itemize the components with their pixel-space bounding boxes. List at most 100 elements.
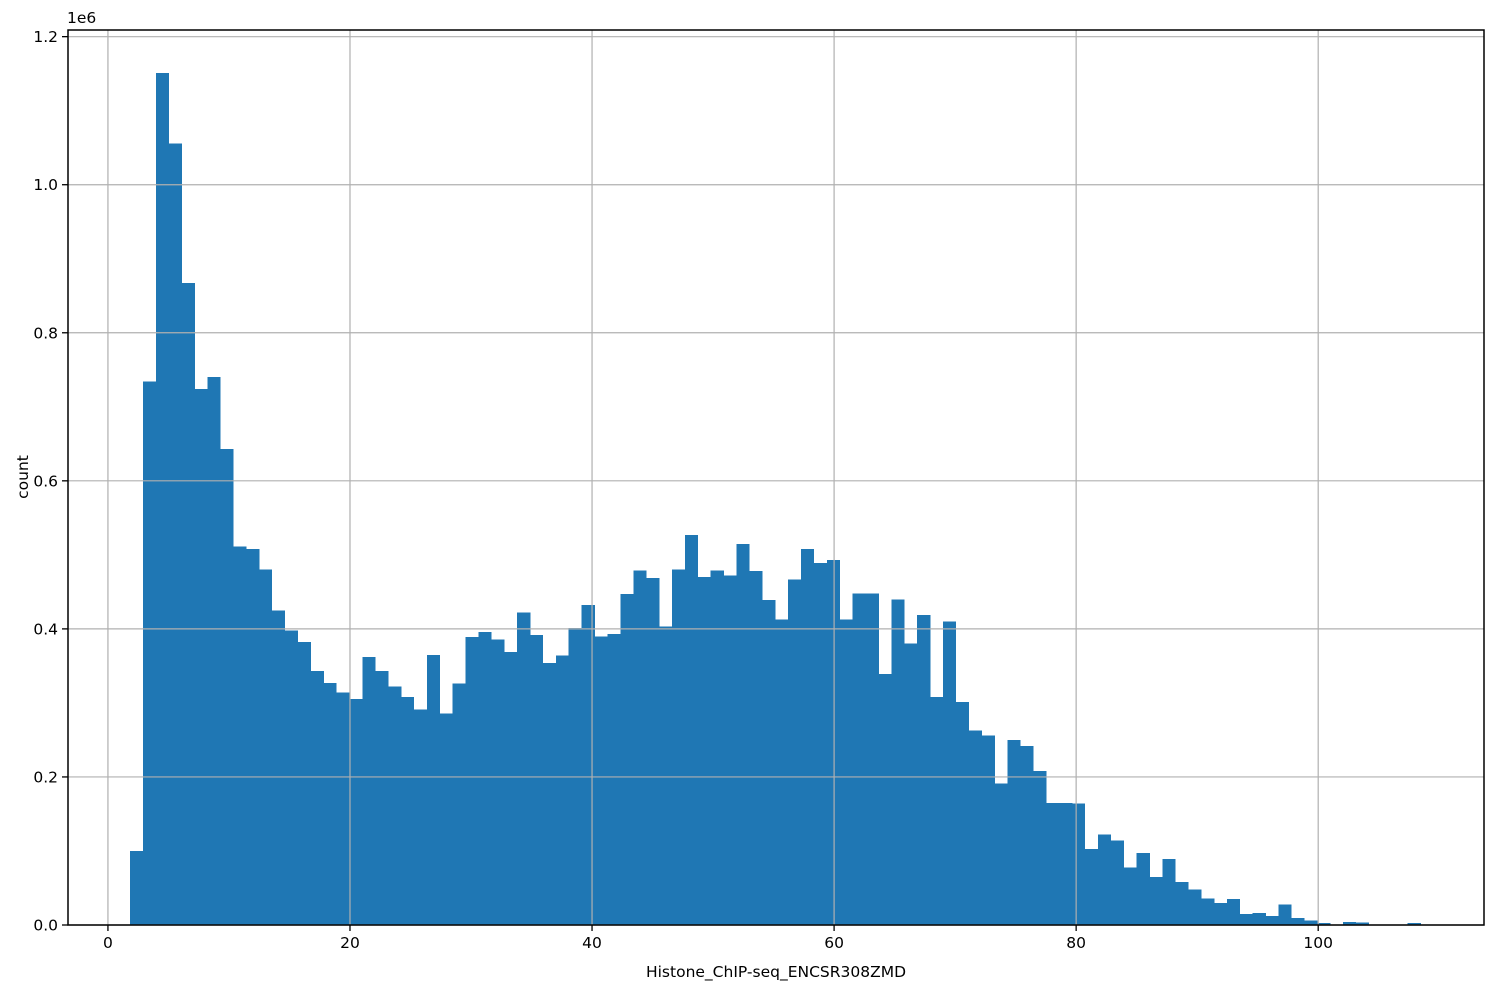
histogram-bar [1149, 876, 1163, 925]
histogram-bar [852, 593, 866, 925]
histogram-bar [955, 702, 970, 925]
histogram-bar [917, 614, 931, 925]
histogram-bar [555, 655, 570, 925]
histogram-bar [297, 642, 311, 925]
histogram-bar [478, 631, 492, 925]
histogram-bar [1123, 867, 1137, 925]
histogram-bar [1033, 771, 1047, 925]
histogram-bar [1278, 904, 1292, 925]
histogram-bar [336, 692, 350, 925]
histogram-bar [323, 682, 337, 925]
histogram-bar [400, 696, 415, 925]
y-tick-label: 0.4 [33, 620, 58, 638]
histogram-bar [981, 735, 995, 925]
histogram-bar [1020, 745, 1034, 925]
histogram-bar [362, 657, 376, 925]
histogram-bar [801, 548, 815, 925]
histogram-bar [168, 143, 182, 925]
histogram-bar [1343, 922, 1357, 925]
y-tick-label: 1.0 [33, 176, 58, 194]
histogram-bar [233, 546, 247, 925]
histogram-bar [1407, 923, 1421, 925]
histogram-bar [413, 709, 428, 925]
histogram-bar [994, 783, 1008, 925]
histogram-bar [491, 639, 505, 925]
histogram-bar [865, 593, 879, 925]
histogram-bar [749, 571, 763, 925]
histogram-bar [930, 696, 944, 925]
histogram-bar [517, 612, 531, 925]
histogram-bar [646, 577, 660, 925]
histogram-bar [633, 570, 647, 925]
y-axis-label: count [14, 455, 32, 499]
histogram-bar [504, 651, 518, 925]
histogram-bar [1072, 803, 1086, 925]
histogram-bar [1291, 917, 1305, 925]
x-tick-label: 60 [824, 934, 844, 952]
histogram-bar [1110, 840, 1124, 925]
x-tick-label: 80 [1066, 934, 1086, 952]
histogram-bar [375, 671, 389, 925]
y-axis-offset-label: 1e6 [67, 9, 97, 27]
histogram-bar [1175, 882, 1189, 925]
y-tick-label: 0.8 [33, 324, 58, 342]
histogram-bar [129, 850, 144, 925]
y-tick-label: 0.2 [33, 768, 58, 786]
histogram-bar [736, 543, 750, 925]
bars-layer [129, 72, 1421, 925]
histogram-bar [607, 634, 621, 925]
histogram-bar [220, 449, 234, 925]
histogram-bar [310, 671, 324, 925]
x-tick-label: 20 [340, 934, 360, 952]
histogram-bar [788, 579, 802, 925]
histogram-bar [697, 577, 711, 925]
histogram-bar [1097, 834, 1112, 925]
histogram-bar [620, 594, 634, 925]
histogram-bar [452, 683, 466, 925]
histogram-bar [1201, 898, 1215, 925]
y-tick-label: 0.6 [33, 472, 58, 490]
histogram-bar [671, 569, 686, 925]
x-tick-label: 40 [582, 934, 602, 952]
histogram-bar [775, 619, 789, 925]
plot-area-spines [67, 29, 1485, 926]
y-tick-label: 0.0 [33, 917, 58, 935]
histogram-bar [1188, 889, 1202, 925]
histogram-bar [1252, 913, 1266, 925]
histogram-bar [388, 686, 402, 925]
histogram-bar [349, 699, 363, 925]
histogram-bar [968, 730, 982, 925]
histogram-bar [181, 283, 195, 925]
histogram-bar [1084, 848, 1099, 925]
histogram-bar [426, 654, 440, 925]
histogram-bar [194, 389, 208, 925]
histogram-bar [1226, 899, 1241, 925]
histogram-bar [710, 570, 724, 925]
histogram-bar [142, 381, 157, 925]
histogram-bar [1007, 739, 1021, 925]
histogram-bar [723, 575, 737, 925]
histogram-bar [1136, 853, 1150, 925]
histogram-bar [813, 563, 828, 925]
axes-layer [67, 29, 1485, 926]
x-tick-label: 100 [1303, 934, 1333, 952]
histogram-bar [839, 619, 853, 925]
histogram-bar [1239, 913, 1253, 925]
histogram-bar [465, 637, 479, 925]
histogram-bar [1317, 923, 1331, 925]
histogram-bar [1046, 802, 1060, 925]
histogram-bar [891, 599, 905, 925]
histogram-bar [1355, 922, 1370, 925]
histogram-bar [878, 674, 892, 925]
histogram-bar [439, 713, 453, 925]
histogram-bar [684, 534, 699, 925]
histogram-bar [581, 605, 595, 925]
histogram-bar [1304, 920, 1318, 925]
histogram-bar [271, 610, 286, 925]
y-tick-label: 1.2 [33, 28, 58, 46]
histogram-bar [659, 626, 673, 925]
histogram-bar [1059, 802, 1073, 925]
histogram-bar [284, 630, 299, 925]
histogram-bar [542, 662, 557, 925]
